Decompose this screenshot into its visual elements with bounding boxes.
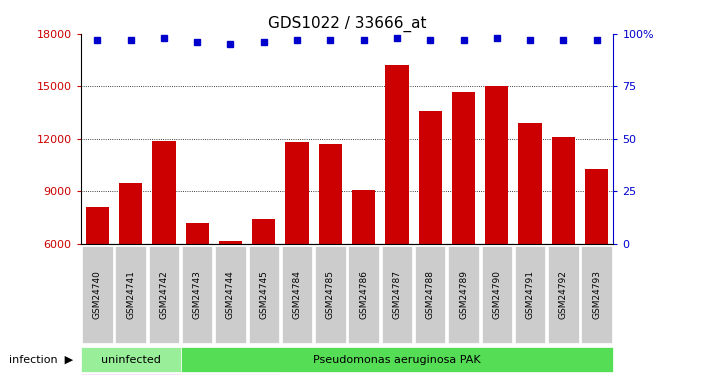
Text: GSM24788: GSM24788	[426, 270, 435, 319]
Bar	[519, 123, 542, 244]
Bar	[86, 207, 109, 244]
Bar	[119, 183, 142, 244]
Bar	[485, 86, 508, 244]
Bar	[452, 92, 475, 244]
Text: GSM24786: GSM24786	[359, 270, 368, 319]
Bar	[585, 168, 608, 244]
Text: GSM24791: GSM24791	[526, 270, 535, 319]
Text: GSM24793: GSM24793	[592, 270, 601, 319]
Title: GDS1022 / 33666_at: GDS1022 / 33666_at	[268, 16, 426, 32]
Text: Pseudomonas aeruginosa PAK: Pseudomonas aeruginosa PAK	[313, 355, 481, 364]
Text: GSM24784: GSM24784	[292, 270, 301, 319]
Text: GSM24743: GSM24743	[193, 270, 202, 319]
Bar	[319, 144, 342, 244]
Bar	[418, 111, 442, 244]
Text: GSM24792: GSM24792	[559, 270, 568, 319]
Text: uninfected: uninfected	[101, 355, 161, 364]
Text: GSM24741: GSM24741	[126, 270, 135, 319]
Bar	[186, 223, 209, 244]
Text: infection  ▶: infection ▶	[10, 355, 74, 364]
Text: GSM24745: GSM24745	[259, 270, 268, 319]
Bar	[252, 219, 275, 244]
Bar	[152, 141, 175, 244]
Text: GSM24790: GSM24790	[492, 270, 501, 319]
Bar	[352, 189, 375, 244]
Text: GSM24785: GSM24785	[326, 270, 335, 319]
Bar	[552, 137, 575, 244]
Text: GSM24744: GSM24744	[226, 270, 235, 319]
Text: GSM24742: GSM24742	[159, 270, 168, 319]
Text: GSM24789: GSM24789	[459, 270, 468, 319]
Text: GSM24740: GSM24740	[93, 270, 102, 319]
Bar	[219, 241, 242, 244]
Bar	[285, 142, 308, 244]
Text: GSM24787: GSM24787	[393, 270, 402, 319]
Bar	[386, 65, 409, 244]
